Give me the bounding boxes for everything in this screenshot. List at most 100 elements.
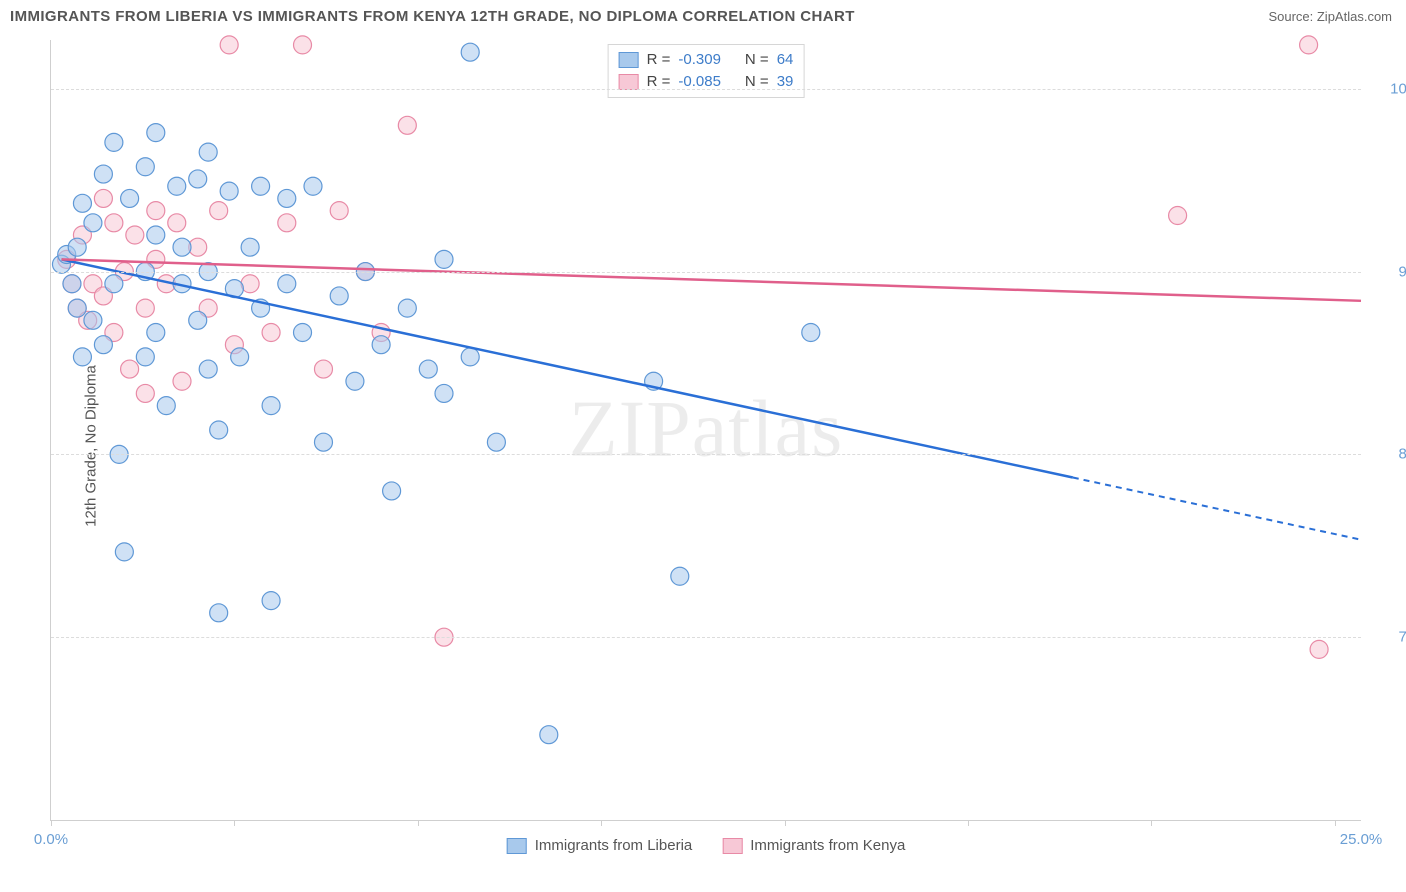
data-point: [136, 158, 154, 176]
data-point: [330, 202, 348, 220]
x-tick: [785, 820, 786, 826]
n-label: N =: [745, 49, 769, 71]
data-point: [314, 360, 332, 378]
data-point: [147, 226, 165, 244]
data-point: [94, 165, 112, 183]
x-tick-label: 0.0%: [34, 831, 68, 848]
data-point: [398, 116, 416, 134]
data-point: [262, 324, 280, 342]
r-value-liberia: -0.309: [678, 49, 721, 71]
x-tick: [418, 820, 419, 826]
correlation-legend: R = -0.309 N = 64 R = -0.085 N = 39: [608, 44, 805, 98]
data-point: [147, 202, 165, 220]
legend-item-liberia: Immigrants from Liberia: [507, 837, 693, 854]
r-label: R =: [647, 49, 671, 71]
data-point: [168, 214, 186, 232]
x-tick: [1335, 820, 1336, 826]
data-point: [73, 348, 91, 366]
data-point: [210, 202, 228, 220]
data-point: [241, 238, 259, 256]
data-point: [398, 299, 416, 317]
data-point: [231, 348, 249, 366]
data-point: [94, 336, 112, 354]
data-point: [294, 36, 312, 54]
data-point: [304, 177, 322, 195]
data-point: [136, 299, 154, 317]
data-point: [346, 372, 364, 390]
plot-canvas: [51, 40, 1361, 820]
data-point: [199, 143, 217, 161]
data-point: [173, 372, 191, 390]
swatch-icon: [507, 838, 527, 854]
data-point: [262, 397, 280, 415]
data-point: [68, 238, 86, 256]
data-point: [278, 189, 296, 207]
data-point: [278, 214, 296, 232]
swatch-icon: [619, 74, 639, 90]
data-point: [262, 592, 280, 610]
data-point: [671, 567, 689, 585]
data-point: [383, 482, 401, 500]
data-point: [105, 214, 123, 232]
data-point: [136, 384, 154, 402]
x-tick-label: 25.0%: [1340, 831, 1383, 848]
data-point: [136, 348, 154, 366]
data-point: [210, 604, 228, 622]
data-point: [105, 275, 123, 293]
data-point: [220, 36, 238, 54]
series-legend: Immigrants from Liberia Immigrants from …: [507, 837, 906, 854]
data-point: [168, 177, 186, 195]
data-point: [199, 360, 217, 378]
y-tick-label: 77.5%: [1371, 629, 1406, 646]
data-point: [461, 43, 479, 61]
data-point: [173, 238, 191, 256]
data-point: [461, 348, 479, 366]
gridline: [51, 637, 1361, 638]
data-point: [189, 170, 207, 188]
swatch-icon: [619, 52, 639, 68]
data-point: [84, 311, 102, 329]
scatter-chart: ZIPatlas R = -0.309 N = 64 R = -0.085 N …: [50, 40, 1361, 821]
legend-row-liberia: R = -0.309 N = 64: [619, 49, 794, 71]
data-point: [157, 397, 175, 415]
data-point: [63, 275, 81, 293]
data-point: [115, 543, 133, 561]
data-point: [330, 287, 348, 305]
data-point: [314, 433, 332, 451]
data-point: [126, 226, 144, 244]
data-point: [1300, 36, 1318, 54]
data-point: [105, 133, 123, 151]
data-point: [94, 189, 112, 207]
x-tick: [601, 820, 602, 826]
data-point: [147, 124, 165, 142]
y-tick-label: 85.0%: [1371, 446, 1406, 463]
data-point: [68, 299, 86, 317]
data-point: [294, 324, 312, 342]
gridline: [51, 272, 1361, 273]
data-point: [540, 726, 558, 744]
data-point: [372, 336, 390, 354]
x-tick: [968, 820, 969, 826]
legend-label: Immigrants from Liberia: [535, 837, 693, 854]
x-tick: [234, 820, 235, 826]
data-point: [278, 275, 296, 293]
data-point: [1310, 640, 1328, 658]
data-point: [189, 311, 207, 329]
x-tick: [1151, 820, 1152, 826]
swatch-icon: [722, 838, 742, 854]
legend-item-kenya: Immigrants from Kenya: [722, 837, 905, 854]
data-point: [802, 324, 820, 342]
x-tick: [51, 820, 52, 826]
y-tick-label: 92.5%: [1371, 263, 1406, 280]
data-point: [252, 177, 270, 195]
data-point: [147, 324, 165, 342]
gridline: [51, 89, 1361, 90]
data-point: [84, 214, 102, 232]
trend-line-dashed: [1073, 478, 1361, 540]
data-point: [419, 360, 437, 378]
data-point: [121, 189, 139, 207]
data-point: [121, 360, 139, 378]
data-point: [435, 384, 453, 402]
data-point: [210, 421, 228, 439]
data-point: [487, 433, 505, 451]
